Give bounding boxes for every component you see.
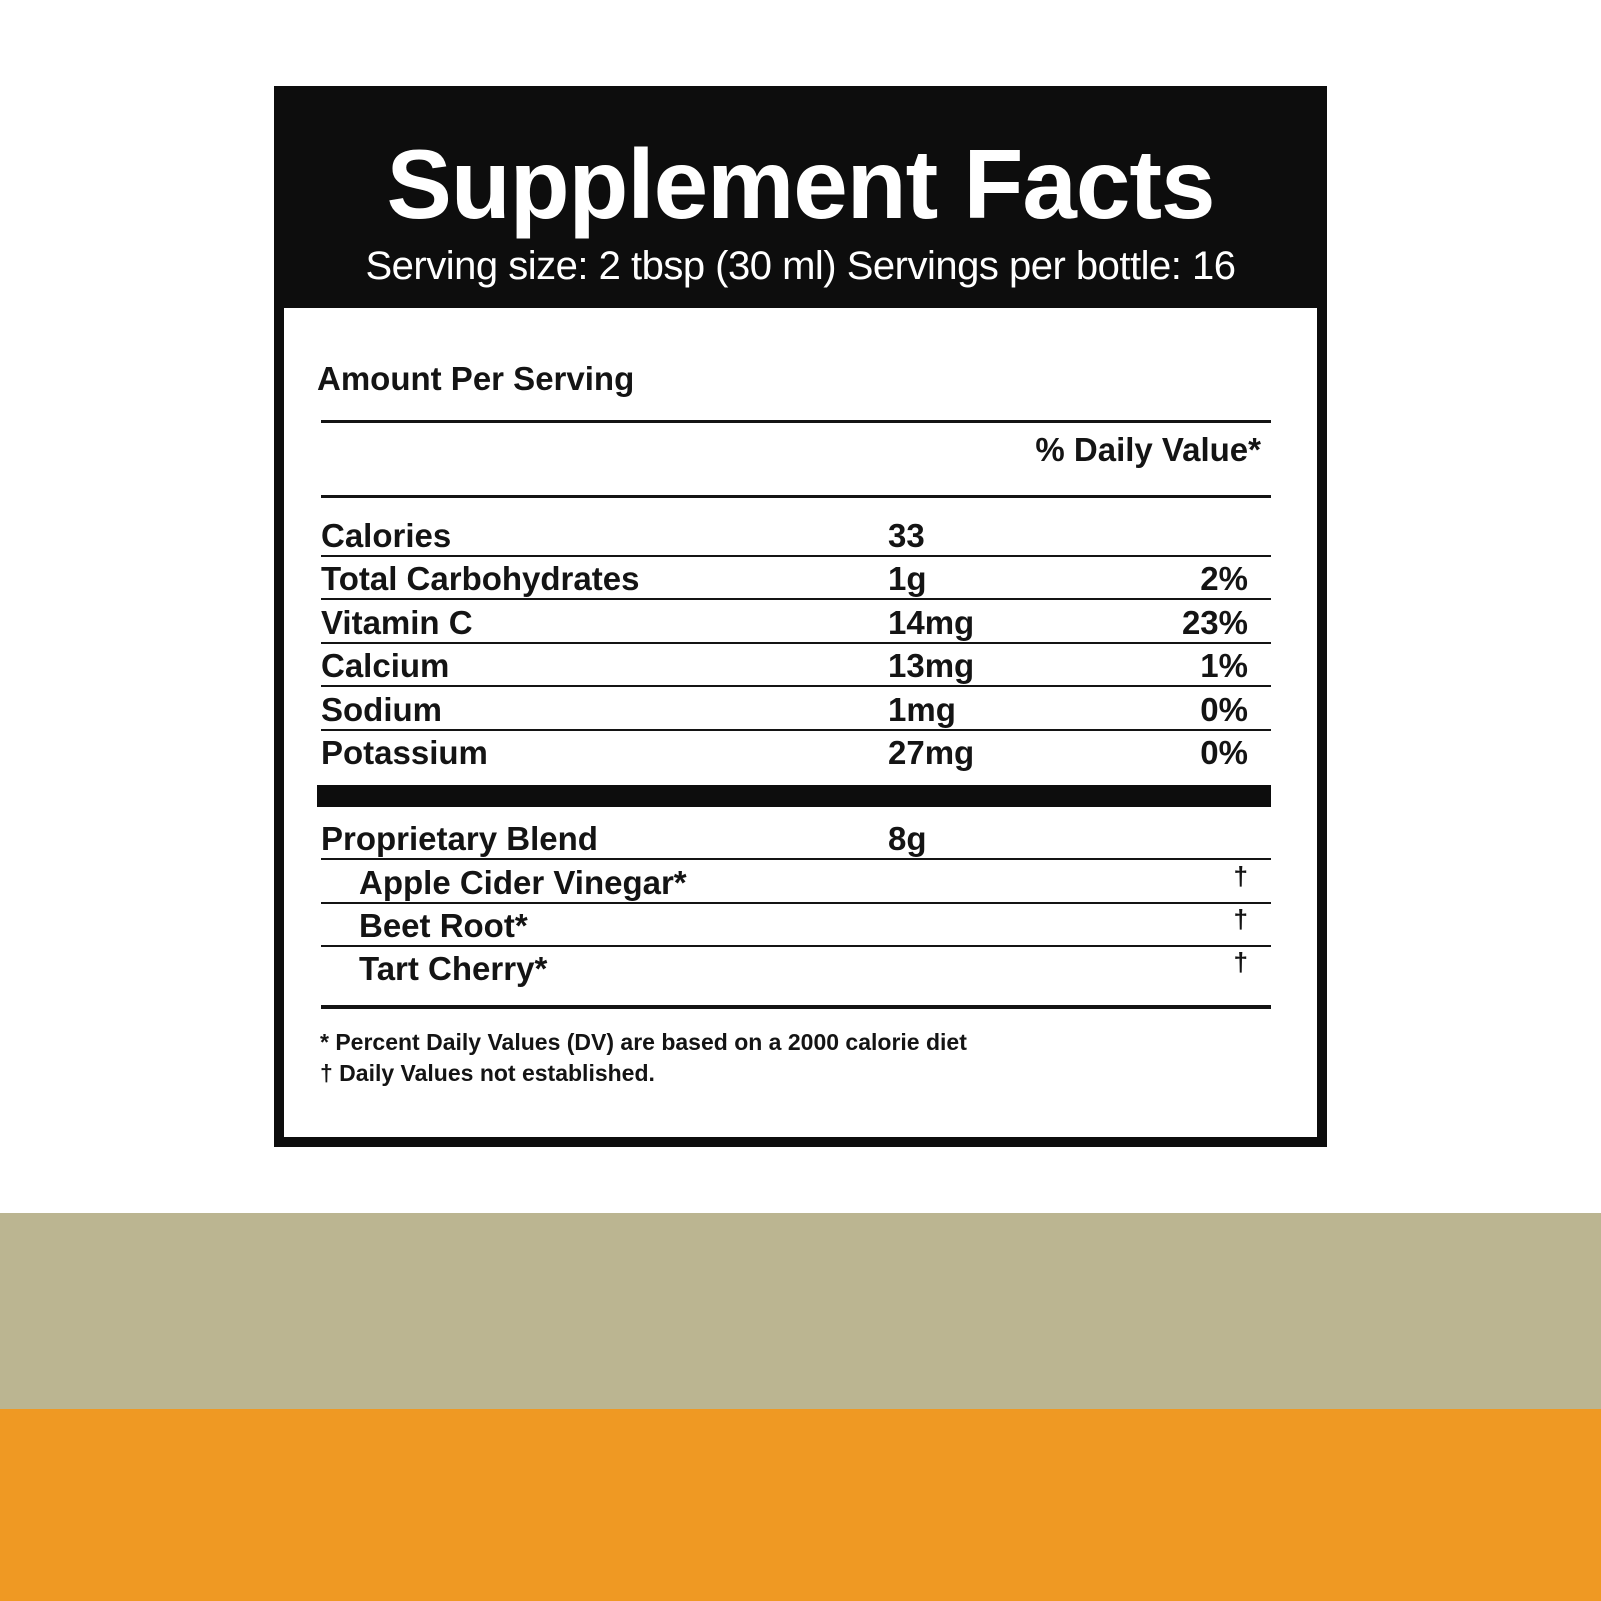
olive-band xyxy=(0,1213,1601,1409)
ingredient-row-tart-cherry: Tart Cherry* † xyxy=(321,947,1271,990)
row-divider xyxy=(321,685,1271,687)
ingredient-row-apple-cider-vinegar: Apple Cider Vinegar* † xyxy=(321,861,1271,904)
divider-bottom xyxy=(321,1005,1271,1009)
blend-row: Proprietary Blend 8g xyxy=(321,817,1271,860)
row-divider xyxy=(321,945,1271,947)
nutrient-amount: 13mg xyxy=(888,647,975,684)
blend-amount: 8g xyxy=(888,820,927,857)
facts-title: Supplement Facts xyxy=(386,129,1215,239)
footnote-daily-value: * Percent Daily Values (DV) are based on… xyxy=(320,1029,967,1055)
divider-top xyxy=(321,420,1271,423)
dagger-mark: † xyxy=(1233,947,1248,977)
nutrient-dv: 2% xyxy=(1200,560,1248,597)
nutrient-row-calories: Calories 33 xyxy=(321,514,1271,557)
nutrient-amount: 33 xyxy=(888,517,925,554)
ingredient-name: Beet Root* xyxy=(359,907,528,944)
nutrient-dv: 0% xyxy=(1200,691,1248,728)
divider-dv xyxy=(321,495,1271,498)
orange-band xyxy=(0,1409,1601,1601)
ingredient-name: Tart Cherry* xyxy=(359,950,548,987)
row-divider xyxy=(321,858,1271,860)
nutrient-dv: 0% xyxy=(1200,734,1248,771)
row-divider xyxy=(321,555,1271,557)
facts-header: Supplement Facts Serving size: 2 tbsp (3… xyxy=(284,96,1317,308)
nutrient-amount: 1mg xyxy=(888,691,956,728)
nutrient-row-vitamin-c: Vitamin C 14mg 23% xyxy=(321,601,1271,644)
ingredient-row-beet-root: Beet Root* † xyxy=(321,904,1271,947)
nutrient-amount: 14mg xyxy=(888,604,975,641)
nutrient-amount: 27mg xyxy=(888,734,975,771)
nutrient-name: Sodium xyxy=(321,691,442,728)
serving-info: Serving size: 2 tbsp (30 ml) Servings pe… xyxy=(365,244,1236,288)
footnote-not-established: † Daily Values not established. xyxy=(320,1060,655,1086)
nutrient-row-potassium: Potassium 27mg 0% xyxy=(321,731,1271,774)
amount-per-serving: Amount Per Serving xyxy=(317,360,635,397)
thick-divider xyxy=(317,785,1271,807)
daily-value-header: % Daily Value* xyxy=(1035,431,1261,468)
nutrient-row-calcium: Calcium 13mg 1% xyxy=(321,644,1271,687)
nutrient-amount: 1g xyxy=(888,560,927,597)
row-divider xyxy=(321,598,1271,600)
ingredient-name: Apple Cider Vinegar* xyxy=(359,864,687,901)
nutrient-name: Potassium xyxy=(321,734,488,771)
dagger-mark: † xyxy=(1233,861,1248,891)
dagger-mark: † xyxy=(1233,904,1248,934)
blend-name: Proprietary Blend xyxy=(321,820,598,857)
nutrient-dv: 23% xyxy=(1181,604,1248,641)
nutrient-name: Calcium xyxy=(321,647,450,684)
row-divider xyxy=(321,729,1271,731)
nutrient-name: Calories xyxy=(321,517,452,554)
row-divider xyxy=(321,902,1271,904)
nutrient-dv: 1% xyxy=(1200,647,1248,684)
nutrient-row-sodium: Sodium 1mg 0% xyxy=(321,688,1271,731)
nutrient-name: Vitamin C xyxy=(321,604,473,641)
nutrient-row-carbohydrates: Total Carbohydrates 1g 2% xyxy=(321,557,1271,600)
row-divider xyxy=(321,642,1271,644)
supplement-facts-panel: Supplement Facts Serving size: 2 tbsp (3… xyxy=(274,86,1327,1147)
nutrient-name: Total Carbohydrates xyxy=(321,560,640,597)
